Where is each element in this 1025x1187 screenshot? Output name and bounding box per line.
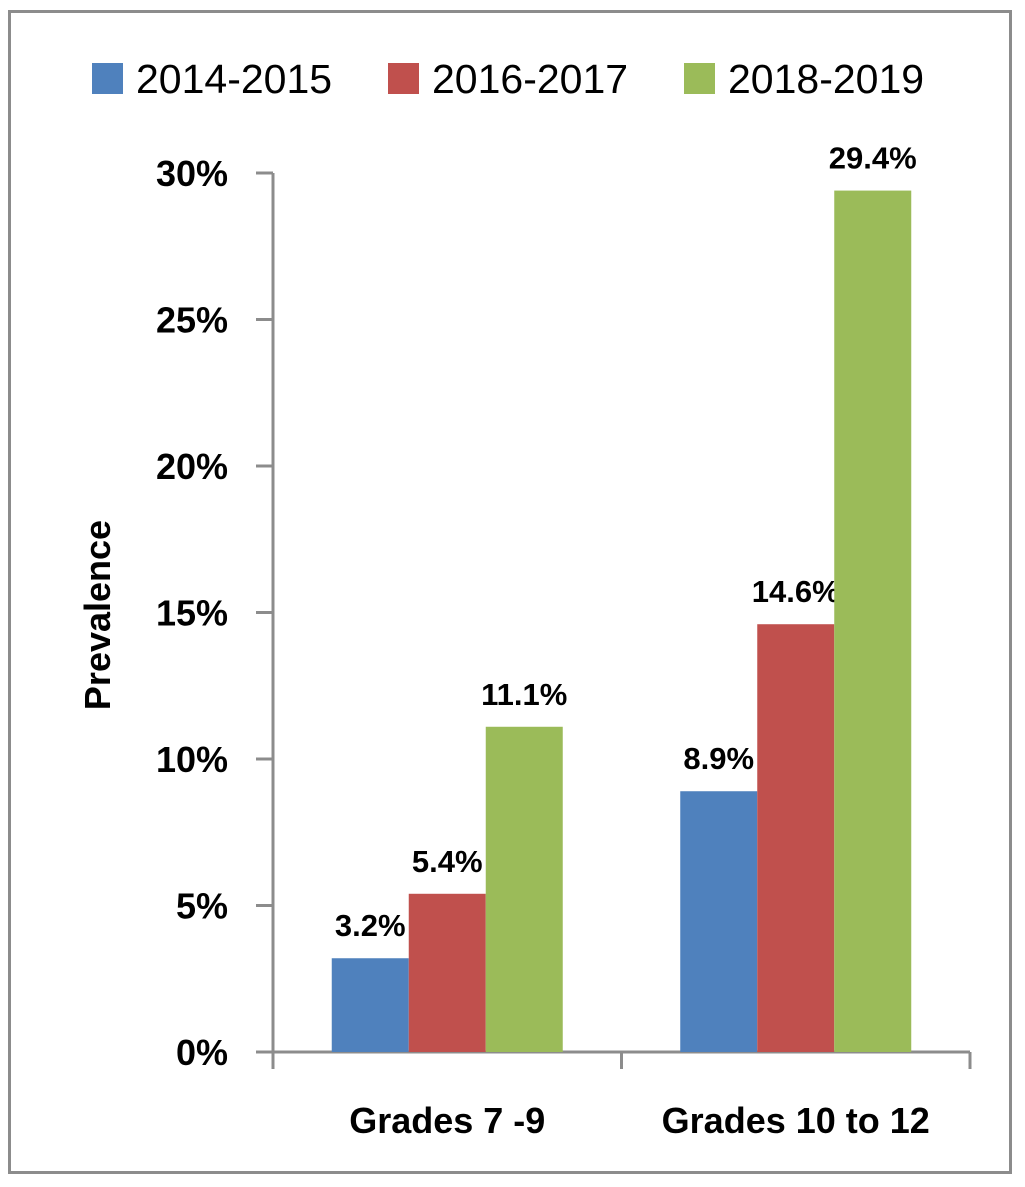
bar-2016-2017-1 xyxy=(757,624,835,1052)
data-label: 11.1% xyxy=(481,677,567,712)
legend-swatch-2014-2015 xyxy=(92,63,123,94)
y-axis-label: Prevalence xyxy=(77,520,118,710)
y-tick-label: 25% xyxy=(156,300,228,341)
bar-2018-2019-0 xyxy=(485,726,563,1052)
legend-label: 2016-2017 xyxy=(432,56,628,102)
y-tick-label: 10% xyxy=(156,739,228,780)
legend-swatch-2018-2019 xyxy=(684,63,715,94)
bar-2016-2017-0 xyxy=(408,893,486,1052)
y-tick-label: 5% xyxy=(176,886,228,927)
data-label: 14.6% xyxy=(752,574,840,609)
legend-label: 2014-2015 xyxy=(136,56,332,102)
y-tick-label: 20% xyxy=(156,446,228,487)
y-tick-label: 0% xyxy=(176,1032,228,1073)
data-label: 8.9% xyxy=(683,741,754,776)
x-tick-label: Grades 7 -9 xyxy=(349,1100,545,1141)
data-label: 3.2% xyxy=(335,908,406,943)
bar-2014-2015-1 xyxy=(680,791,758,1052)
bar-2018-2019-1 xyxy=(834,190,912,1052)
data-label: 5.4% xyxy=(412,844,483,879)
chart-frame xyxy=(8,10,1012,1174)
y-tick-label: 30% xyxy=(156,153,228,194)
x-tick-label: Grades 10 to 12 xyxy=(662,1100,930,1141)
data-label: 29.4% xyxy=(829,141,917,176)
bar-2014-2015-0 xyxy=(331,958,409,1052)
legend-swatch-2016-2017 xyxy=(388,63,419,94)
legend-label: 2018-2019 xyxy=(728,56,924,102)
y-tick-label: 15% xyxy=(156,593,228,634)
